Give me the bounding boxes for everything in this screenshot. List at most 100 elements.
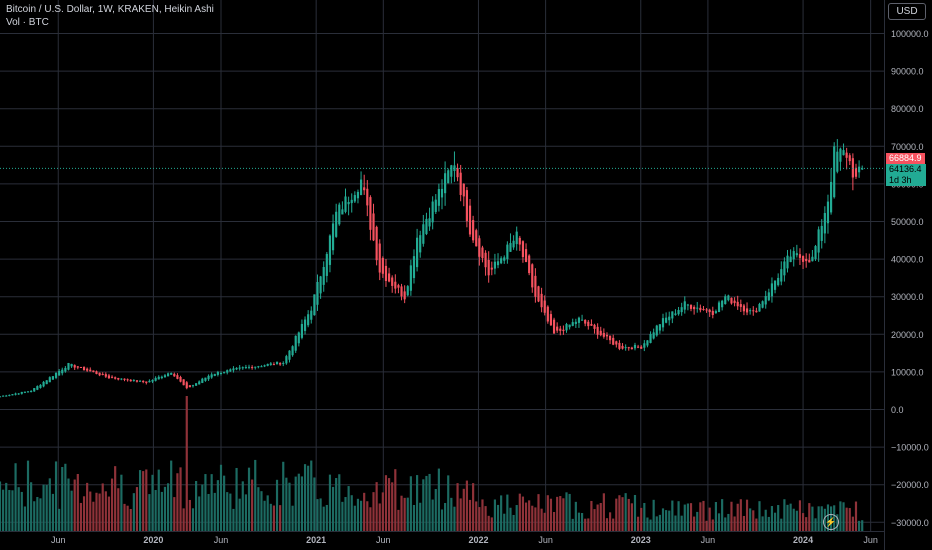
chart-title: Bitcoin / U.S. Dollar, 1W, KRAKEN, Heiki… xyxy=(6,4,214,15)
candle-body xyxy=(45,380,48,385)
volume-bar xyxy=(496,504,500,531)
candle-body xyxy=(465,190,468,222)
candle-body xyxy=(795,253,798,256)
volume-bar xyxy=(540,508,543,531)
candle-body xyxy=(450,165,453,177)
candle-body xyxy=(86,368,89,371)
candle-body xyxy=(191,385,195,387)
candle-body xyxy=(36,386,39,390)
volume-bar xyxy=(584,518,587,531)
candle-body xyxy=(419,235,422,253)
candle-body xyxy=(549,314,553,326)
candle-body xyxy=(646,340,649,346)
candle-body xyxy=(798,254,802,258)
candle-body xyxy=(512,240,515,248)
volume-bar xyxy=(204,474,207,531)
candle-body xyxy=(269,363,272,365)
volume-bar xyxy=(132,493,135,531)
candle-body xyxy=(319,276,322,294)
candle-body xyxy=(244,366,247,368)
lightning-icon[interactable]: ⚡ xyxy=(823,514,839,530)
candle-body xyxy=(478,238,481,257)
candle-body xyxy=(689,305,693,309)
candle-body xyxy=(503,257,506,261)
candle-body xyxy=(397,285,400,288)
volume-bar xyxy=(630,503,633,531)
volume-bar xyxy=(820,506,823,531)
candle-body xyxy=(780,269,783,282)
time-tick-label: 2021 xyxy=(306,535,326,545)
candle-body xyxy=(378,243,381,273)
candle-body xyxy=(254,366,257,368)
volume-bar xyxy=(462,488,465,531)
candle-body xyxy=(142,380,145,383)
volume-bar xyxy=(689,503,693,531)
candle-body xyxy=(665,317,668,323)
candle-body xyxy=(138,380,142,382)
volume-bar xyxy=(151,474,154,531)
volume-bar xyxy=(801,513,805,531)
currency-button[interactable]: USD xyxy=(888,3,926,20)
candle-body xyxy=(671,311,674,319)
candle-body xyxy=(145,381,148,383)
candle-body xyxy=(79,366,83,368)
candle-body xyxy=(400,286,403,297)
volume-bar xyxy=(117,488,120,531)
volume-bar xyxy=(226,492,229,531)
candle-body xyxy=(459,172,462,195)
candle-body xyxy=(574,321,577,324)
volume-bar xyxy=(244,494,247,531)
time-axis[interactable]: Jun 2020 Jun 2021 Jun 2022 Jun 2023 Jun 2024 Jun xyxy=(51,535,878,545)
volume-bar xyxy=(381,492,384,531)
volume-bar xyxy=(213,492,216,531)
candle-body xyxy=(811,256,814,262)
candle-body xyxy=(307,314,310,326)
volume-bar xyxy=(552,512,556,531)
volume-bar xyxy=(79,502,83,531)
volume-bar xyxy=(780,518,783,531)
candle-body xyxy=(406,286,409,296)
candle-body xyxy=(543,300,546,313)
volume-bar xyxy=(736,503,739,531)
volume-bar xyxy=(730,501,733,531)
candle-body xyxy=(316,281,319,305)
volume-bar xyxy=(475,501,478,531)
volume-bar xyxy=(808,503,811,531)
volume-bar xyxy=(668,510,671,531)
candle-body xyxy=(366,188,369,206)
candle-body xyxy=(428,218,431,227)
volume-bar xyxy=(503,513,506,531)
volume-bar xyxy=(33,501,36,531)
candle-body xyxy=(705,309,708,311)
candle-body xyxy=(313,294,316,316)
volume-bar xyxy=(789,503,792,531)
candle-body xyxy=(515,231,518,245)
candle-body xyxy=(640,346,643,349)
volume-bar xyxy=(702,500,705,531)
volume-bar xyxy=(509,507,512,531)
candle-body xyxy=(51,376,55,380)
candle-body xyxy=(493,261,497,269)
volume-bar xyxy=(472,483,475,531)
volume-bar xyxy=(459,498,462,531)
volume-bar xyxy=(138,470,142,531)
candle-body xyxy=(297,332,300,344)
candle-body xyxy=(546,306,549,322)
candle-body xyxy=(117,378,120,380)
price-axis[interactable]: 100000.090000.080000.070000.060000.05000… xyxy=(891,29,929,528)
volume-bar xyxy=(456,483,459,531)
candle-body xyxy=(14,393,17,395)
candle-body xyxy=(854,167,858,177)
volume-bar xyxy=(201,484,204,531)
volume-bar xyxy=(817,506,820,531)
volume-bar xyxy=(640,507,643,531)
candle-body xyxy=(58,370,61,376)
volume-bar xyxy=(531,505,534,531)
volume-bar xyxy=(637,516,640,531)
volume-bar xyxy=(216,480,219,531)
candle-body xyxy=(568,324,571,328)
candle-body xyxy=(39,384,42,388)
volume-bar xyxy=(851,516,854,531)
volume-bar xyxy=(235,467,238,531)
